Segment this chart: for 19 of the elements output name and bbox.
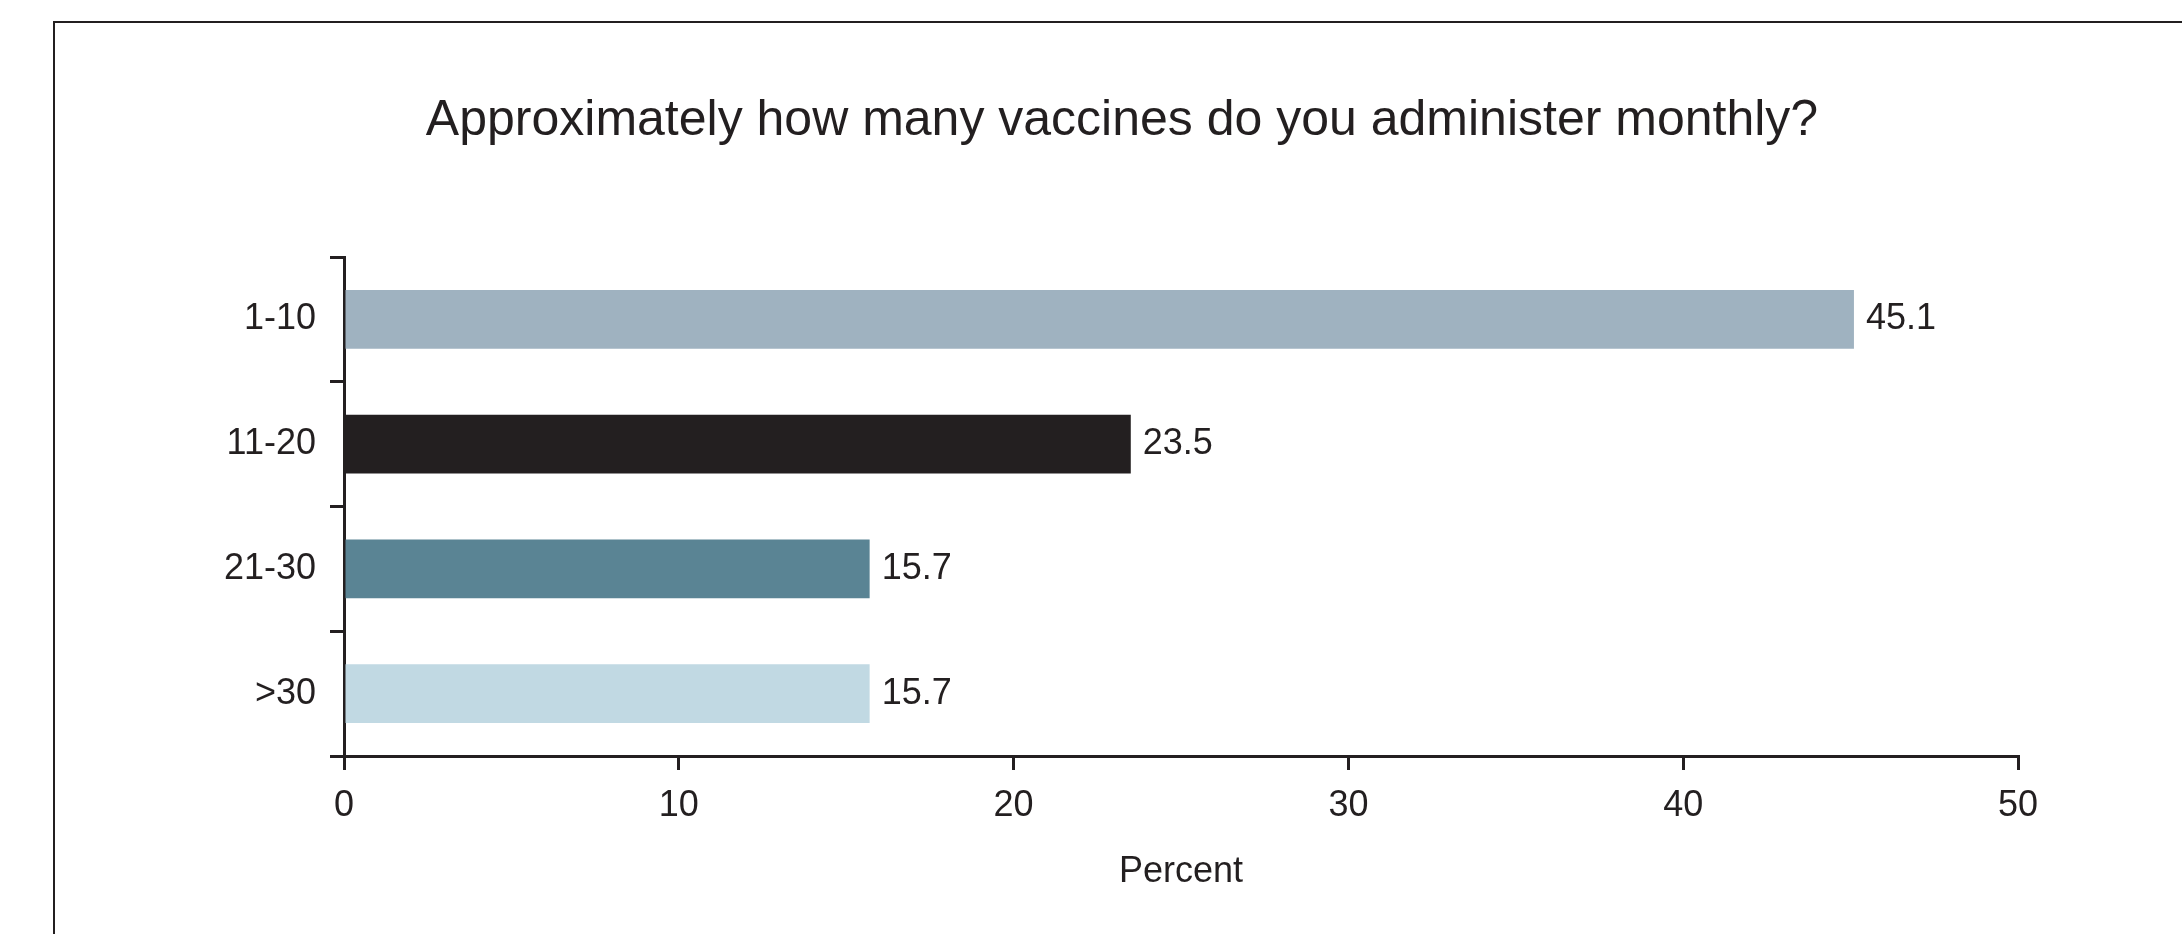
y-tick-label: 1-10: [243, 296, 316, 338]
data-label: 45.1: [1865, 296, 1937, 338]
x-tick-label: 50: [1997, 782, 2039, 824]
y-tick-label: >30: [254, 670, 316, 712]
x-tick-label: 30: [1328, 782, 1369, 824]
x-tick-label: 40: [1663, 782, 1704, 824]
y-tick-label: 21-30: [223, 545, 316, 587]
x-axis-title: Percent: [1118, 849, 1244, 891]
x-tick-label: 10: [658, 782, 699, 824]
x-tick-label: 20: [993, 782, 1034, 824]
chart-title: Approximately how many vaccines do you administer monthly?: [424, 89, 1820, 148]
data-label: 15.7: [881, 545, 952, 587]
data-label: 15.7: [881, 670, 952, 712]
bar: [345, 539, 870, 599]
x-tick-label: 0: [333, 782, 355, 824]
bar: [345, 664, 870, 723]
bar: [345, 290, 1854, 349]
y-tick-label: 11-20: [226, 421, 316, 463]
data-label: 23.5: [1142, 421, 1213, 463]
